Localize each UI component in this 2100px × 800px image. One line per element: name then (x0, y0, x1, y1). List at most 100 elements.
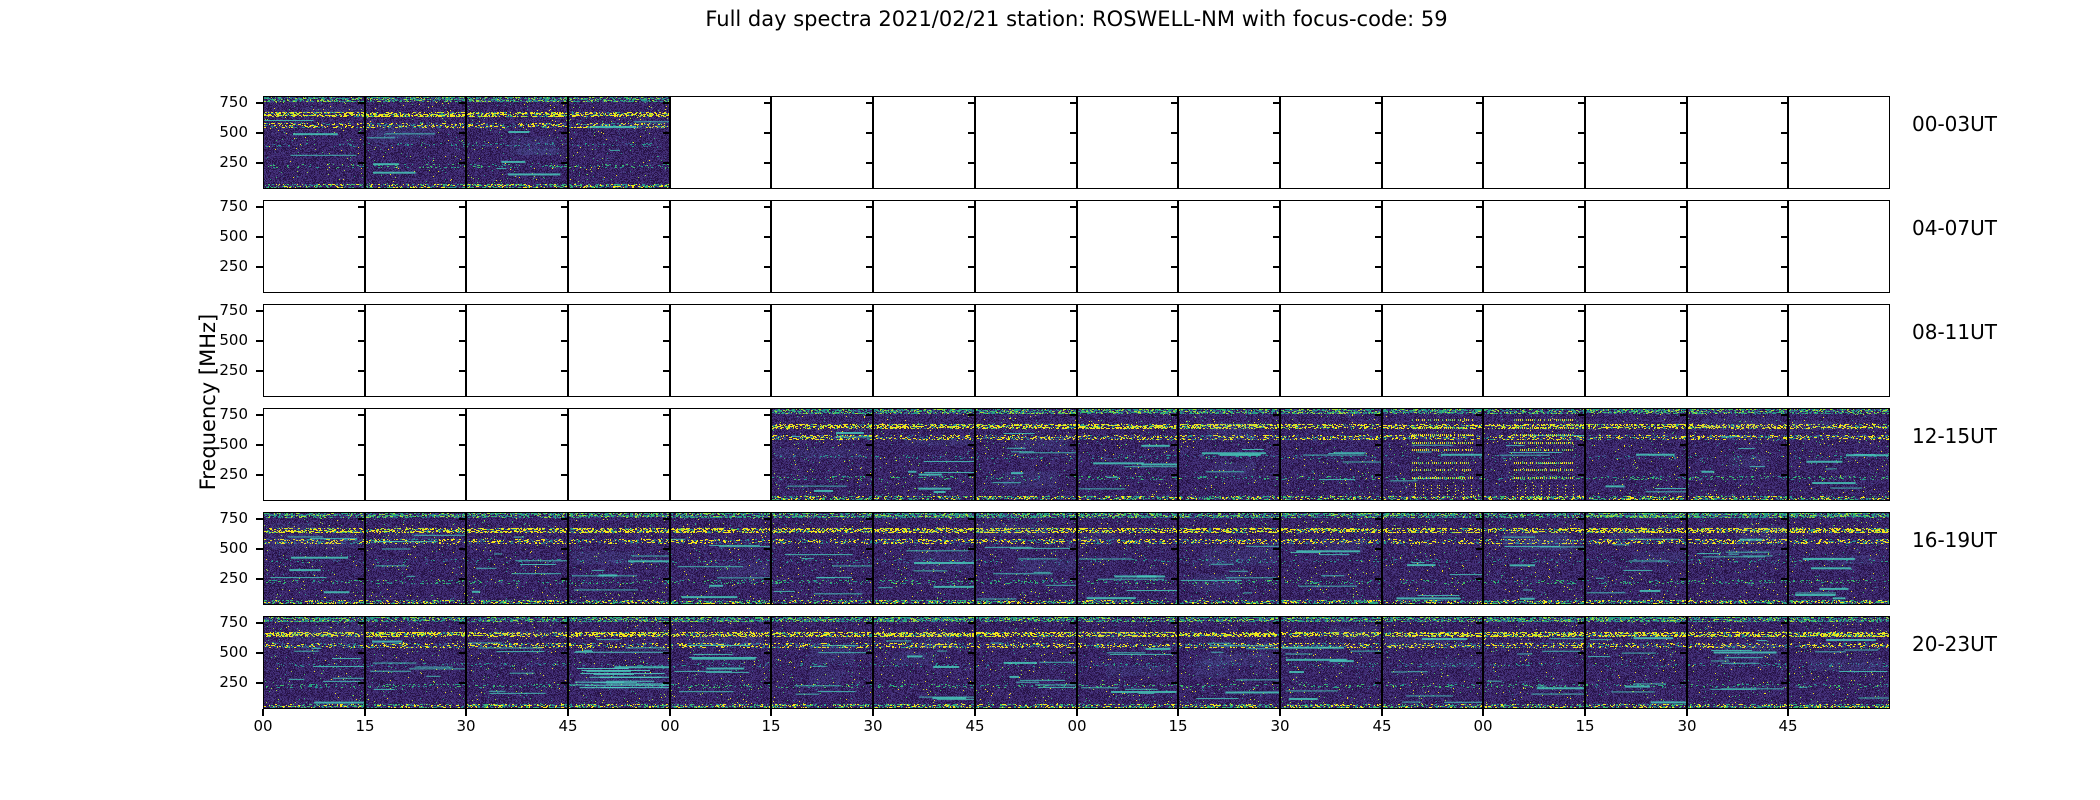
y-tick-mark (358, 682, 365, 684)
y-tick-mark (1070, 162, 1077, 164)
x-tick-label: 15 (355, 717, 375, 735)
y-tick-label: 750 (219, 509, 248, 527)
y-tick-mark (1273, 340, 1280, 342)
spectra-subpanel (663, 200, 771, 293)
y-tick-mark (459, 548, 466, 550)
y-tick-label: 750 (219, 405, 248, 423)
x-tick-mark (1686, 709, 1688, 716)
y-tick-mark (1680, 340, 1687, 342)
y-tick-mark (358, 370, 365, 372)
y-tick-mark (1781, 340, 1788, 342)
spectrogram-canvas (772, 513, 872, 604)
x-tick-label: 45 (1372, 717, 1392, 735)
y-tick-mark (764, 162, 771, 164)
y-tick-mark (1273, 652, 1280, 654)
x-tick-mark (1177, 709, 1179, 716)
y-tick-mark (1375, 578, 1382, 580)
y-tick-mark (764, 444, 771, 446)
spectra-subpanel (256, 96, 365, 189)
spectra-subpanel (866, 96, 975, 189)
spectra-row (256, 96, 1890, 189)
y-tick-mark (561, 548, 568, 550)
spectrogram-canvas (1586, 617, 1686, 708)
spectra-subpanel (1375, 512, 1483, 605)
y-tick-mark (1476, 206, 1483, 208)
y-tick-mark (1476, 518, 1483, 520)
y-tick-mark (1375, 102, 1382, 104)
spectrogram-canvas (264, 97, 364, 188)
spectra-subpanel (561, 96, 670, 189)
spectra-subpanel (1375, 200, 1483, 293)
y-tick-mark (764, 370, 771, 372)
y-tick-mark (866, 206, 873, 208)
y-tick-mark (256, 310, 263, 312)
y-tick-mark (1476, 548, 1483, 550)
y-tick-mark (968, 414, 975, 416)
y-tick-mark (1375, 652, 1382, 654)
y-tick-mark (256, 548, 263, 550)
spectrogram-canvas (671, 617, 770, 708)
y-tick-mark (1171, 548, 1178, 550)
row-time-label: 16-19UT (1912, 528, 1997, 552)
y-tick-mark (1578, 266, 1585, 268)
spectrogram-canvas (569, 617, 669, 708)
spectrogram-canvas (1789, 513, 1889, 604)
spectra-subpanel (866, 512, 975, 605)
spectra-subpanel (1680, 96, 1788, 189)
spectrogram-canvas (366, 617, 465, 708)
y-tick-mark (1375, 414, 1382, 416)
y-tick-label: 500 (219, 123, 248, 141)
y-tick-mark (1680, 370, 1687, 372)
y-tick-mark (561, 682, 568, 684)
y-tick-mark (968, 132, 975, 134)
y-tick-mark (968, 474, 975, 476)
y-tick-mark (459, 652, 466, 654)
spectrogram-canvas (1078, 513, 1177, 604)
spectra-subpanel (968, 408, 1077, 501)
y-tick-mark (1375, 206, 1382, 208)
y-tick-mark (1781, 548, 1788, 550)
y-tick-mark (968, 206, 975, 208)
y-tick-mark (764, 652, 771, 654)
row-time-label: 08-11UT (1912, 320, 1997, 344)
y-tick-mark (1476, 474, 1483, 476)
y-tick-mark (1476, 414, 1483, 416)
y-tick-mark (561, 236, 568, 238)
y-tick-mark (561, 518, 568, 520)
spectra-subpanel (968, 96, 1077, 189)
y-tick-mark (1375, 370, 1382, 372)
y-tick-mark (561, 162, 568, 164)
y-tick-mark (968, 444, 975, 446)
y-tick-mark (1781, 310, 1788, 312)
y-tick-mark (1578, 622, 1585, 624)
spectrogram-canvas (1688, 513, 1787, 604)
y-tick-mark (663, 578, 670, 580)
y-tick-mark (358, 414, 365, 416)
x-tick-label: 00 (1067, 717, 1087, 735)
spectra-subpanel (256, 408, 365, 501)
x-tick-label: 30 (456, 717, 476, 735)
spectra-subpanel (256, 512, 365, 605)
y-tick-mark (1578, 310, 1585, 312)
y-tick-mark (1070, 132, 1077, 134)
spectra-subpanel (663, 408, 771, 501)
y-tick-mark (256, 622, 263, 624)
y-tick-mark (561, 622, 568, 624)
y-tick-mark (764, 310, 771, 312)
spectra-subpanel (764, 96, 873, 189)
y-tick-label: 500 (219, 227, 248, 245)
y-tick-mark (663, 102, 670, 104)
y-tick-mark (256, 370, 263, 372)
y-tick-mark (358, 622, 365, 624)
y-tick-mark (459, 578, 466, 580)
y-tick-mark (1171, 206, 1178, 208)
spectra-subpanel (866, 200, 975, 293)
y-tick-mark (663, 310, 670, 312)
y-tick-mark (866, 310, 873, 312)
y-tick-mark (1171, 474, 1178, 476)
y-tick-mark (866, 578, 873, 580)
y-tick-mark (1680, 474, 1687, 476)
y-tick-mark (764, 578, 771, 580)
spectra-row (256, 304, 1890, 397)
spectrogram-canvas (1383, 409, 1482, 500)
